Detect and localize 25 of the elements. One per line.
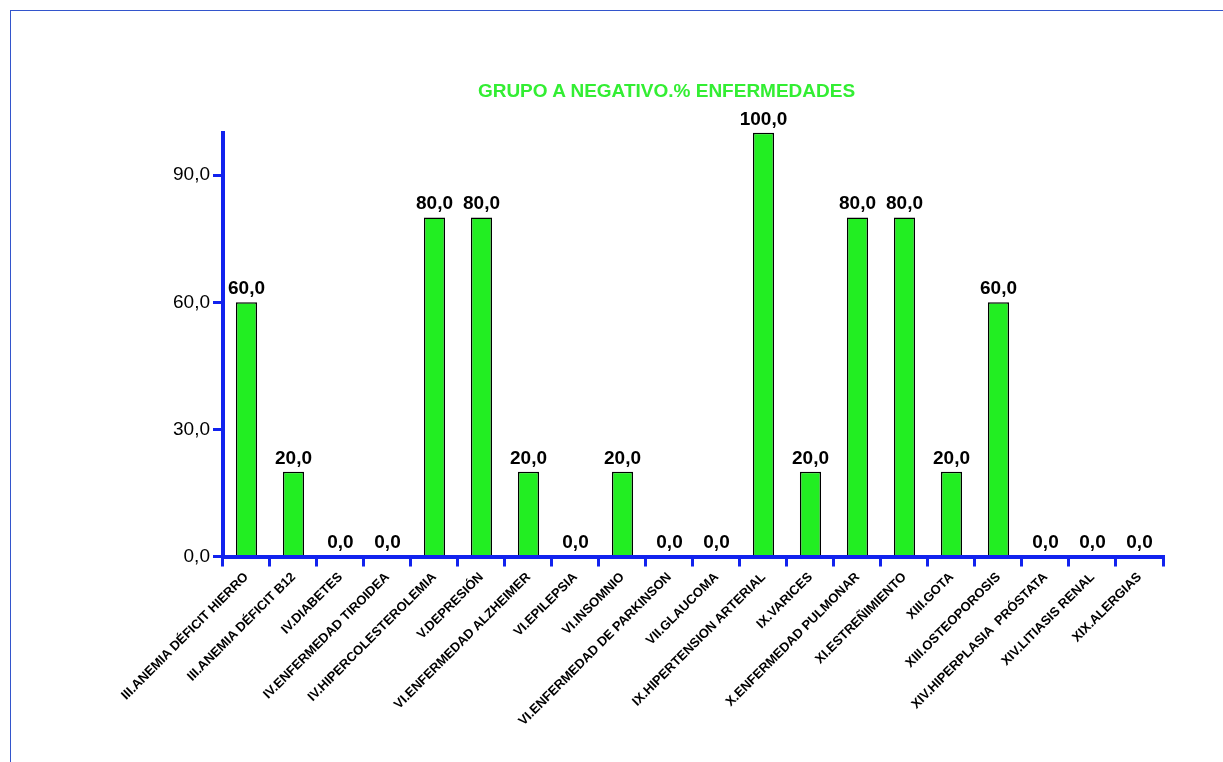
data-label: 0,0	[327, 531, 354, 553]
data-label: 80,0	[886, 192, 923, 214]
y-tick-label: 30,0	[173, 417, 210, 439]
data-label: 20,0	[792, 446, 829, 468]
y-tick-label: 90,0	[173, 163, 210, 185]
y-tick-label: 0,0	[183, 544, 210, 566]
data-label: 0,0	[1126, 531, 1153, 553]
data-label: 0,0	[656, 531, 683, 553]
data-label: 0,0	[703, 531, 730, 553]
data-label: 80,0	[415, 192, 453, 214]
data-label: 20,0	[274, 446, 312, 468]
data-label: 60,0	[227, 277, 265, 299]
data-label: 60,0	[980, 277, 1017, 299]
data-label: 0,0	[562, 531, 589, 553]
data-label: 0,0	[374, 531, 401, 553]
data-label: 20,0	[509, 446, 547, 468]
data-label: 20,0	[604, 446, 641, 468]
data-label: 0,0	[1079, 531, 1106, 553]
data-label: 20,0	[933, 446, 970, 468]
y-tick-label: 60,0	[173, 290, 210, 312]
data-label: 100,0	[739, 107, 788, 129]
data-label: 0,0	[1032, 531, 1059, 553]
chart-title: GRUPO A NEGATIVO.% ENFERMEDADES	[477, 79, 856, 101]
data-label: 80,0	[462, 192, 500, 214]
data-label: 80,0	[839, 192, 876, 214]
